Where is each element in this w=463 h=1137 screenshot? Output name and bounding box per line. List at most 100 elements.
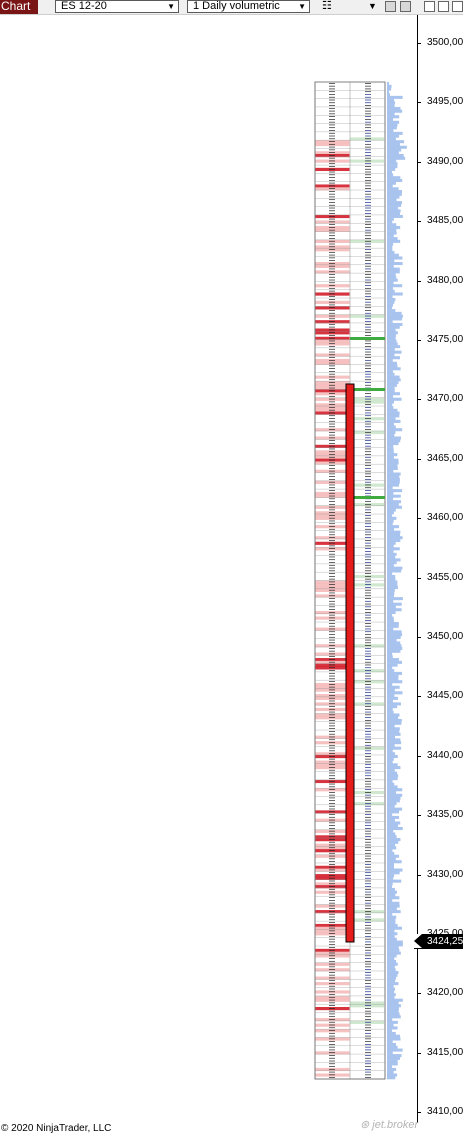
price-axis-label: 3430,00: [427, 869, 463, 880]
volume-profile-bar: [387, 987, 396, 991]
toolbar-square-icon[interactable]: [385, 1, 396, 12]
volume-profile-bar: [387, 104, 395, 108]
chevron-down-icon[interactable]: ▼: [368, 1, 377, 11]
ask-imbalance-cell: [350, 388, 385, 391]
price-axis-tick: [417, 875, 421, 876]
volume-profile-bar: [387, 860, 402, 864]
volume-profile-bar: [387, 804, 395, 808]
volume-profile-bar: [387, 178, 403, 182]
volume-profile-bar: [387, 292, 403, 296]
volume-profile-bar: [387, 270, 400, 274]
volume-profile-bar: [387, 339, 397, 343]
volume-profile-bar: [387, 400, 395, 404]
price-axis-label: 3440,00: [427, 750, 463, 761]
volume-profile-bar: [387, 126, 397, 130]
volume-profile-bar: [387, 669, 395, 673]
volume-profile-bar: [387, 929, 395, 933]
volume-profile-bar: [387, 699, 393, 703]
volume-profile-bar: [387, 228, 397, 232]
bars-icon[interactable]: ☷: [322, 0, 332, 12]
volume-profile-bar: [387, 134, 400, 138]
volume-profile-bar: [387, 206, 399, 210]
volume-profile-bar: [387, 730, 400, 734]
volume-profile-bar: [387, 871, 400, 875]
interval-selector[interactable]: 1 Daily volumetric ▼: [187, 0, 310, 13]
volume-profile-bar: [387, 796, 401, 800]
volume-profile-bar: [387, 946, 399, 950]
volume-profile-bar: [387, 162, 398, 166]
price-axis-label: 3450,00: [427, 631, 463, 642]
volume-profile-bar: [387, 807, 403, 811]
volume-profile-bar: [387, 444, 394, 448]
volume-profile-bar: [387, 511, 394, 515]
volume-profile-bar: [387, 397, 402, 401]
price-axis-label: 3470,00: [427, 393, 463, 404]
volume-profile-bar: [387, 522, 393, 526]
volume-profile-bar: [387, 284, 403, 288]
chart-plot-area[interactable]: [0, 15, 416, 1123]
volume-profile-bar: [387, 295, 393, 299]
chart-tab[interactable]: Chart: [0, 0, 38, 14]
price-axis-tick: [417, 518, 421, 519]
volume-profile-bar: [387, 505, 402, 509]
volume-profile-bar: [387, 766, 401, 770]
volume-profile-bar: [387, 317, 403, 321]
volume-profile-bar: [387, 677, 399, 681]
volume-profile-bar: [387, 901, 400, 905]
volume-profile-bar: [387, 586, 398, 590]
volume-profile-bar: [387, 320, 393, 324]
volume-profile-bar: [387, 1056, 400, 1060]
volume-profile-bar: [387, 550, 394, 554]
volume-profile-bar: [387, 239, 401, 243]
volume-profile-bar: [387, 173, 394, 177]
price-axis-label: 3495,00: [427, 96, 463, 107]
minimize-icon[interactable]: [424, 1, 435, 12]
volume-profile-bar: [387, 616, 394, 620]
volume-profile-bar: [387, 998, 403, 1002]
volume-profile-bar: [387, 835, 397, 839]
volume-profile-bar: [387, 1062, 398, 1066]
volume-profile-bar: [387, 425, 396, 429]
volume-profile-bar: [387, 569, 402, 573]
volume-profile-bar: [387, 170, 393, 174]
volume-profile-bar: [387, 547, 400, 551]
volume-profile-bar: [387, 771, 398, 775]
volume-profile-bar: [387, 129, 394, 133]
volume-profile-bar: [387, 306, 393, 310]
close-icon[interactable]: [452, 1, 463, 12]
price-axis-tick: [417, 815, 421, 816]
volume-profile-bar: [387, 563, 394, 567]
volume-profile-bar: [387, 658, 399, 662]
volume-profile-bar: [387, 572, 393, 576]
volume-profile-bar: [387, 433, 395, 437]
volume-profile-bar: [387, 940, 403, 944]
volume-profile-bar: [387, 605, 396, 609]
volume-profile-bar: [387, 347, 395, 351]
volume-profile-bar: [387, 810, 400, 814]
volume-profile-bar: [387, 334, 396, 338]
price-axis-tick: [417, 696, 421, 697]
volume-profile-bar: [387, 680, 403, 684]
volume-profile-bar: [387, 516, 397, 520]
volume-profile-bar: [387, 558, 401, 562]
volume-profile-bar: [387, 358, 393, 363]
volume-profile-bar: [387, 599, 394, 603]
volume-profile-bar: [387, 962, 398, 966]
restore-icon[interactable]: [438, 1, 449, 12]
volume-profile-bar: [387, 472, 401, 476]
volume-profile-bar: [387, 768, 395, 772]
volume-profile-bar: [387, 514, 393, 518]
price-axis-label: 3500,00: [427, 37, 463, 48]
volume-profile-bar: [387, 826, 403, 831]
volume-profile-bar: [387, 754, 398, 759]
volume-profile-bar: [387, 943, 403, 947]
volume-profile-bar: [387, 898, 393, 903]
volume-profile-bar: [387, 389, 395, 393]
toolbar-square-icon[interactable]: [400, 1, 411, 12]
volume-profile-bar: [387, 591, 395, 595]
volume-profile-bar: [387, 430, 396, 435]
instrument-selector[interactable]: ES 12-20 ▼: [55, 0, 179, 13]
volume-profile-bar: [387, 439, 401, 443]
volume-profile-bar: [387, 1037, 401, 1041]
price-axis[interactable]: [417, 15, 418, 1123]
